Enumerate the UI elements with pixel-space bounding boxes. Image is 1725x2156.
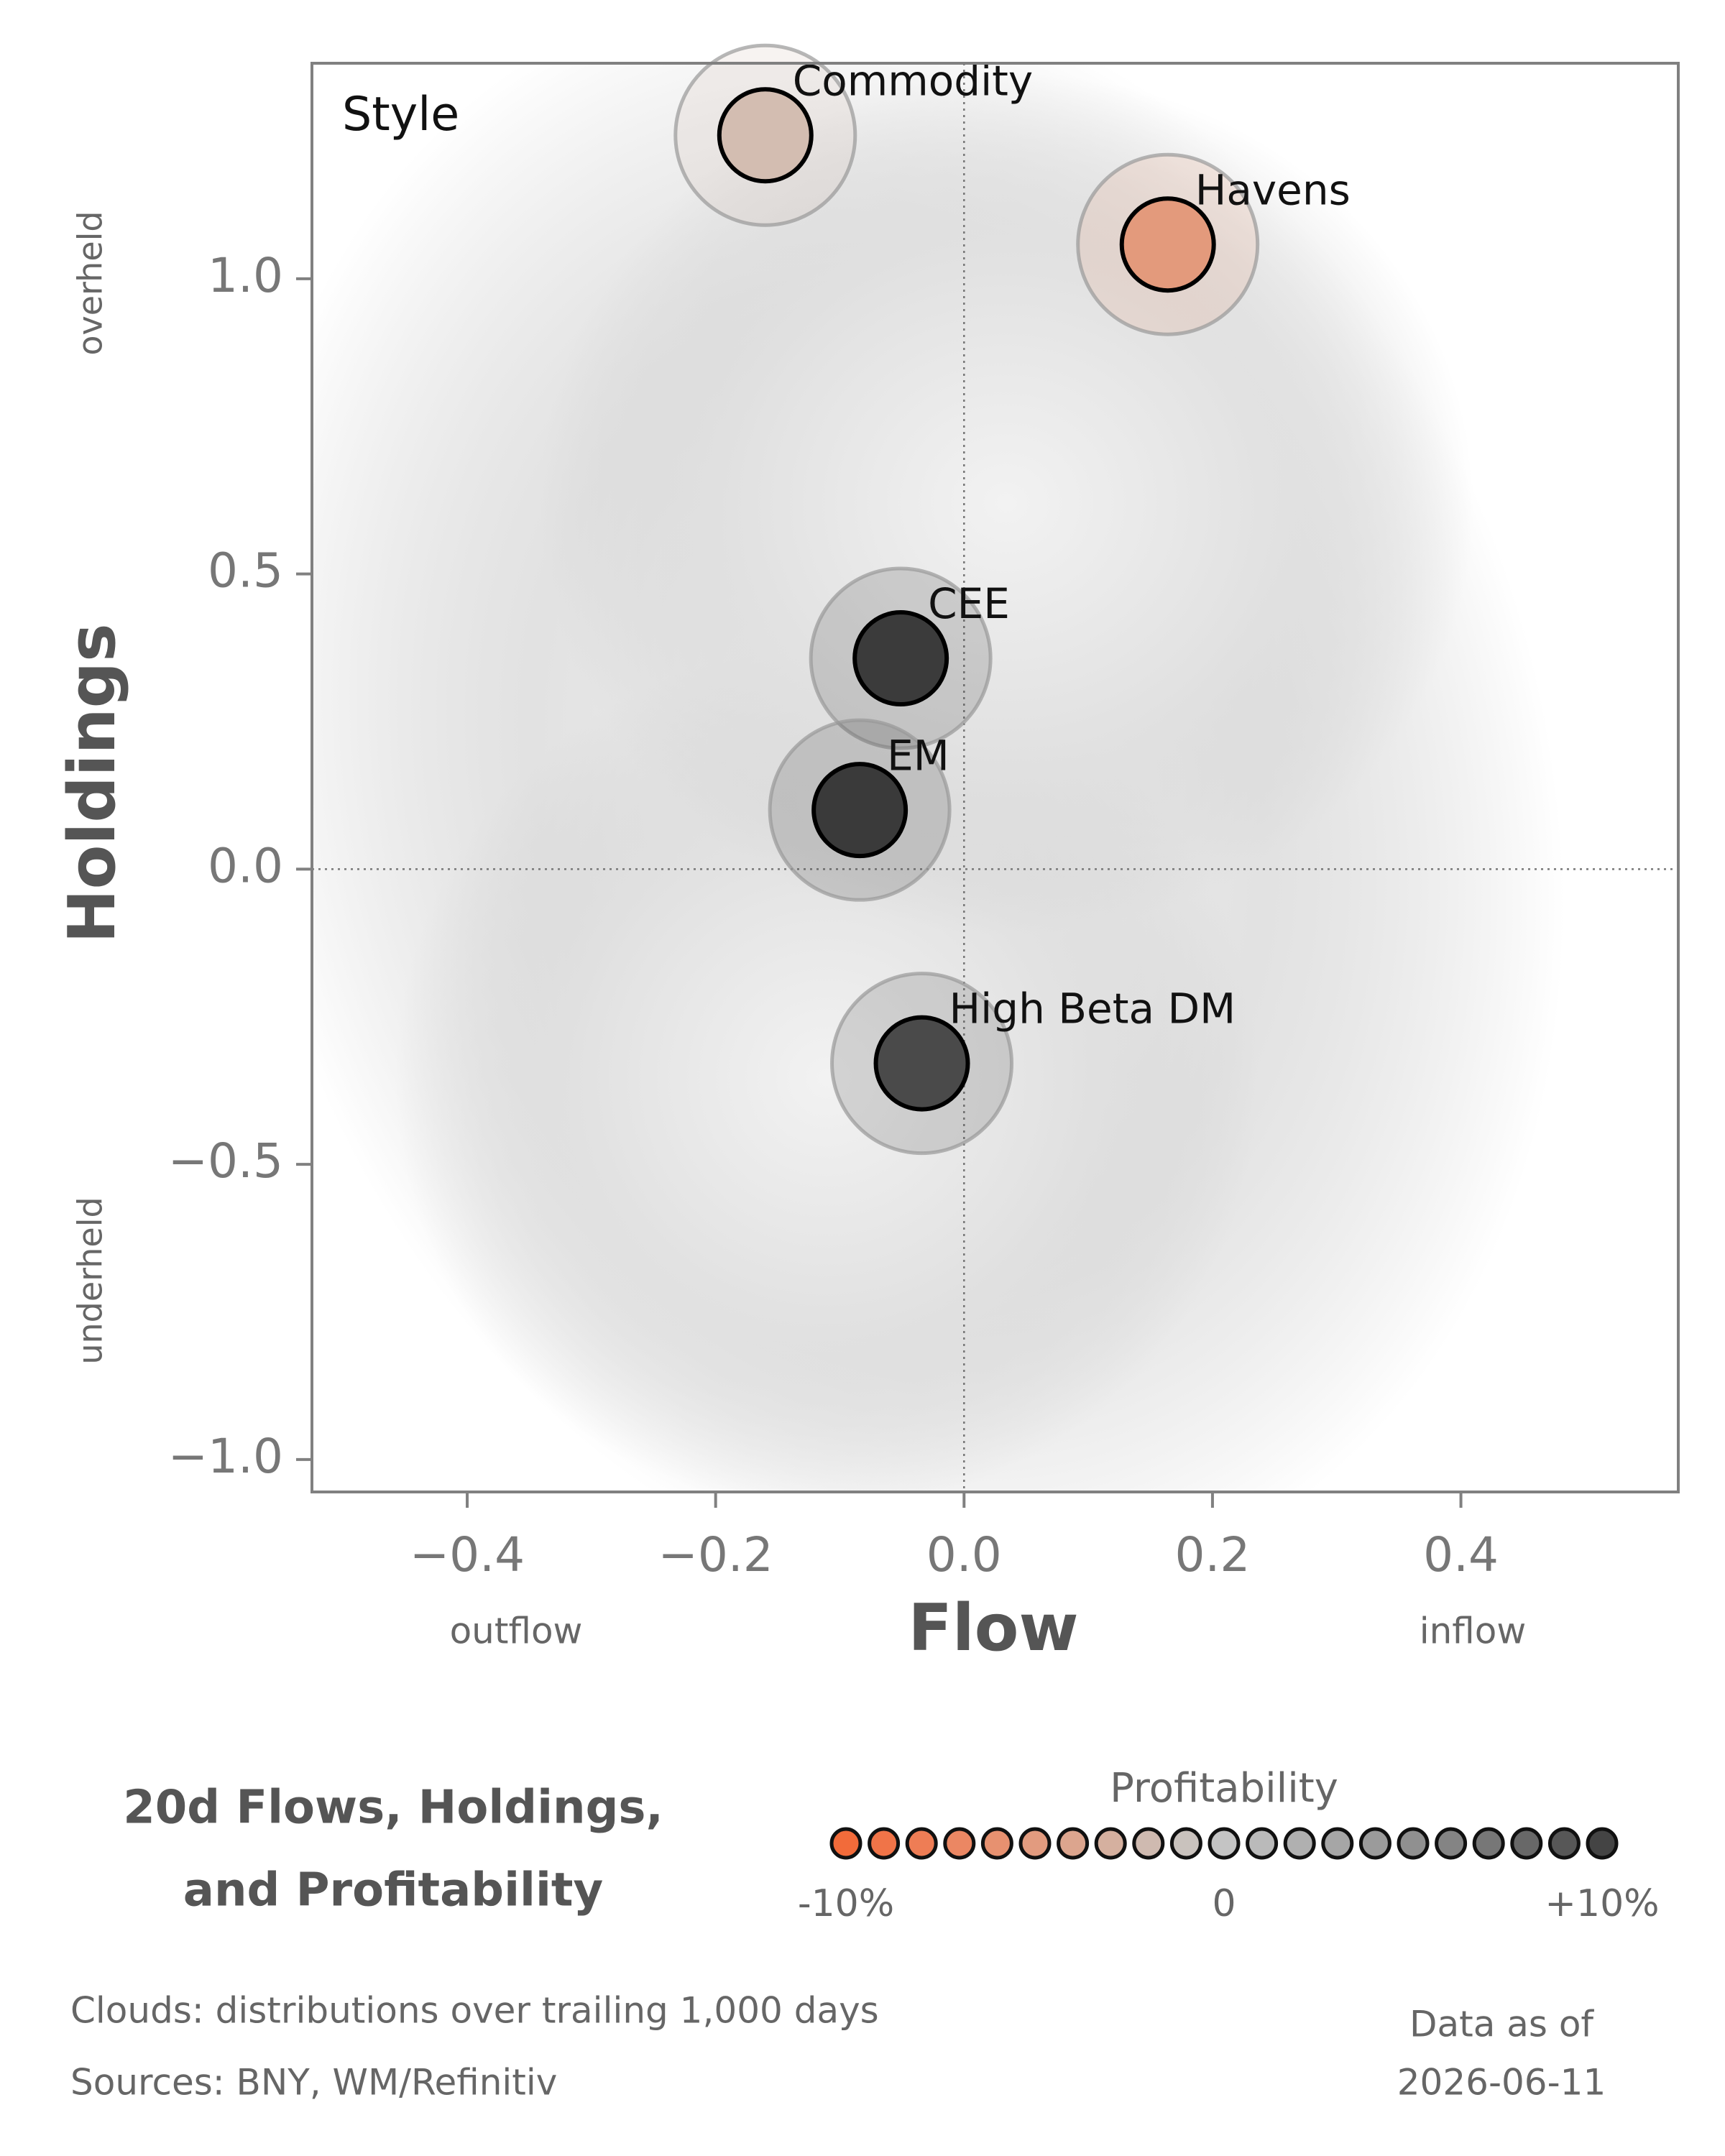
legend-dot [1586,1827,1619,1860]
y-tick-label: 1.0 [208,248,283,303]
legend-dot [905,1827,938,1860]
legend-dot [1435,1827,1468,1860]
y-axis-label: Holdings [55,623,130,943]
legend-dot [1018,1827,1052,1860]
legend-dot [1358,1827,1392,1860]
cloud [539,72,1473,934]
y-side-label: overheld [71,211,110,355]
y-tick-label: 0.0 [208,838,283,893]
x-side-label: inflow [1420,1611,1527,1652]
legend-dot [1472,1827,1505,1860]
point [1119,196,1216,293]
legend-dot [1547,1827,1581,1860]
x-side-label: outflow [450,1611,583,1652]
legend-dot [1057,1827,1090,1860]
point-label: High Beta DM [949,985,1236,1033]
point-label: CEE [928,579,1010,628]
x-tick-label: 0.4 [1423,1527,1499,1583]
footnote: Sources: BNY, WM/Refinitiv [70,2062,557,2104]
point [873,1015,970,1112]
legend-dot [1283,1827,1316,1860]
point [811,762,908,859]
x-tick-label: −0.2 [658,1527,773,1583]
legend-dot [868,1827,901,1860]
legend-dot [1208,1827,1241,1860]
y-side-label: underheld [71,1197,110,1364]
legend-dot [1510,1827,1543,1860]
y-tick-label: 0.5 [208,543,283,599]
date-note: Data as of [1409,2004,1594,2045]
y-tick-label: −0.5 [168,1133,283,1189]
point [717,87,814,184]
legend-dot [1094,1827,1127,1860]
point-label: EM [887,731,949,780]
legend-label: +10% [1545,1882,1659,1925]
legend-dot [829,1827,862,1860]
chart-title: 20d Flows, Holdings, [123,1782,663,1835]
x-axis-label: Flow [908,1590,1078,1666]
legend-dot [943,1827,976,1860]
date-note: 2026-06-11 [1397,2062,1606,2104]
legend-dot [1397,1827,1430,1860]
legend-dot [1321,1827,1354,1860]
x-tick-label: 0.2 [1174,1527,1250,1583]
legend-label: -10% [798,1882,894,1925]
y-tick-label: −1.0 [168,1429,283,1484]
point [852,610,949,707]
legend-title: Profitability [1110,1765,1338,1812]
footnote: Clouds: distributions over trailing 1,00… [70,1990,879,2032]
plot-frame [310,62,1680,1493]
x-tick-label: 0.0 [926,1527,1002,1583]
legend: -10% 0 +10% [798,1827,1660,1925]
legend-dot [1169,1827,1202,1860]
chart-title: and Profitability [183,1864,603,1917]
legend-label: 0 [1212,1882,1236,1925]
panel-label: Style [342,88,459,142]
legend-dot [1246,1827,1279,1860]
point-label: Havens [1195,165,1351,214]
legend-dot [1132,1827,1165,1860]
legend-dot [980,1827,1013,1860]
x-tick-label: −0.4 [410,1527,525,1583]
